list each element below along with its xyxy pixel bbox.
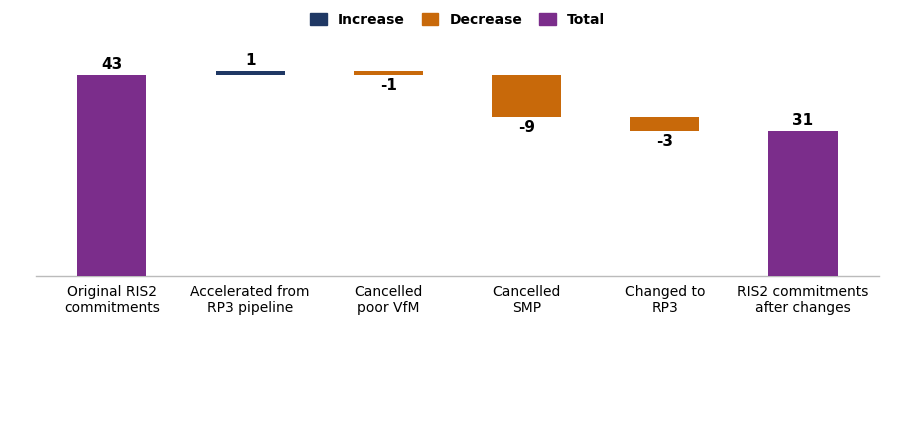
Bar — [353, 70, 422, 75]
Text: -1: -1 — [380, 78, 396, 93]
Bar — [492, 75, 562, 117]
Bar — [77, 75, 146, 276]
Text: -9: -9 — [518, 120, 536, 135]
Legend: Increase, Decrease, Total: Increase, Decrease, Total — [305, 7, 610, 32]
Bar — [631, 117, 700, 131]
Bar — [769, 131, 838, 276]
Bar — [215, 70, 284, 75]
Text: 43: 43 — [101, 57, 123, 73]
Text: 1: 1 — [245, 53, 256, 68]
Text: -3: -3 — [657, 134, 674, 149]
Text: 31: 31 — [792, 114, 814, 128]
